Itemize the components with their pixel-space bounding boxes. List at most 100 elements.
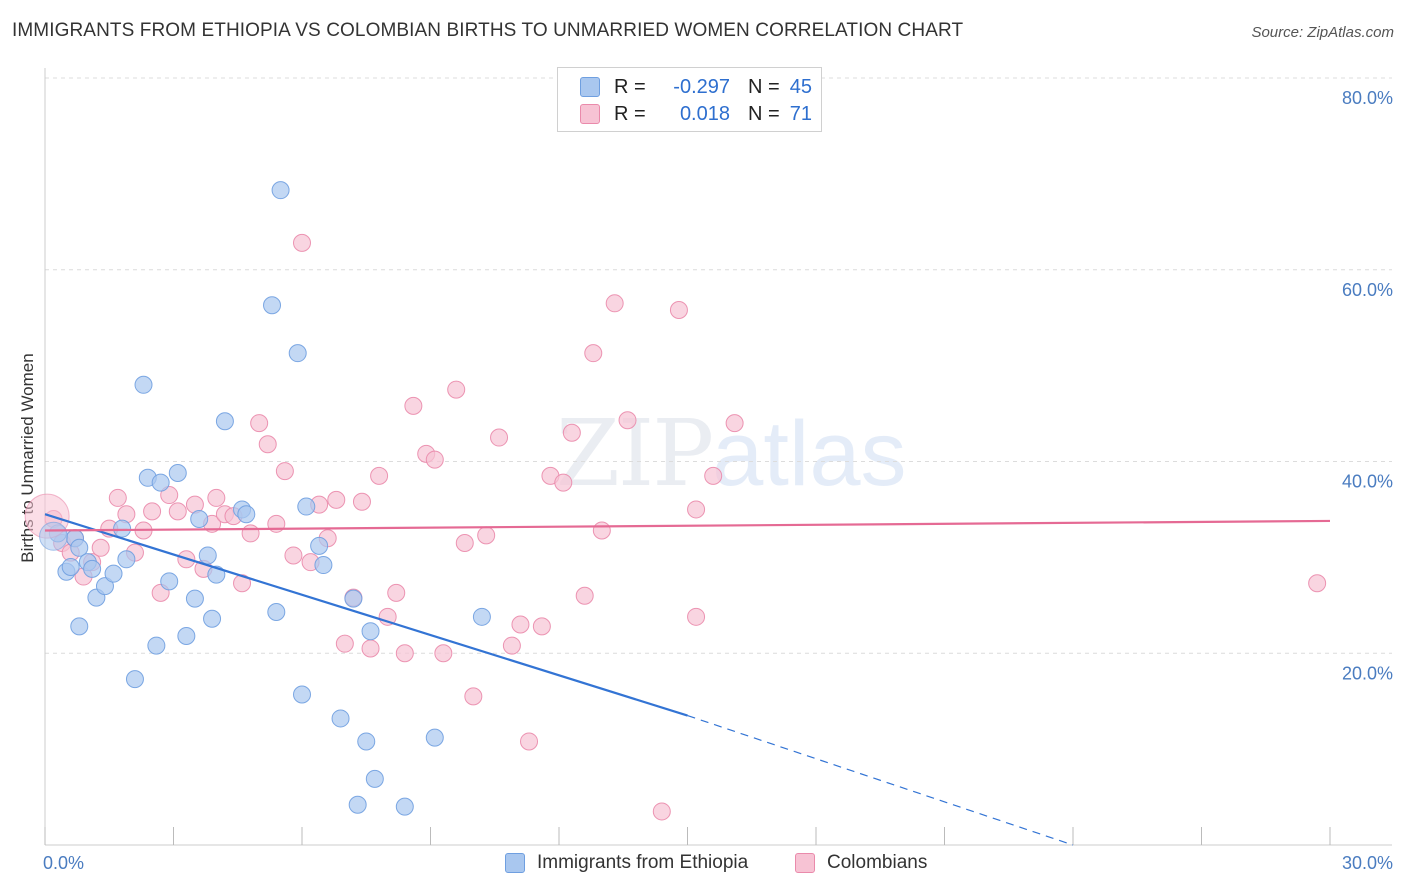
colombians-point	[725, 414, 744, 433]
legend-n-value: 71	[789, 102, 812, 125]
ethiopia-point	[357, 732, 376, 751]
ethiopia-point	[104, 564, 123, 583]
ethiopia-point	[263, 296, 282, 315]
trendlines	[44, 513, 1331, 846]
colombians-point	[477, 526, 496, 545]
colombians-point	[361, 639, 380, 658]
ethiopia-point	[314, 556, 333, 575]
y-tick-label: 40.0%	[1342, 472, 1393, 492]
ethiopia-point	[70, 538, 89, 557]
ethiopia-point	[70, 617, 89, 636]
y-tick-label: 60.0%	[1342, 280, 1393, 300]
colombians-trendline	[44, 519, 1331, 532]
data-points	[24, 181, 1327, 821]
colombians-point	[652, 802, 671, 821]
colombians-point	[554, 473, 573, 492]
colombians-point	[687, 500, 706, 519]
colombians-point	[284, 546, 303, 565]
x-tick-label: 30.0%	[1342, 853, 1393, 873]
ethiopia-point	[177, 626, 196, 645]
ethiopia-point	[395, 797, 414, 816]
series-legend-colombians[interactable]: Colombians	[795, 852, 927, 874]
colombians-point	[455, 533, 474, 552]
axes	[44, 68, 1392, 846]
colombians-point	[618, 411, 637, 430]
series-legend-ethiopia[interactable]: Immigrants from Ethiopia	[505, 852, 748, 874]
colombians-point	[233, 574, 252, 593]
colombians-point	[502, 636, 521, 655]
colombians-point	[562, 423, 581, 442]
ethiopia-point	[297, 497, 316, 516]
colombians-point	[490, 428, 509, 447]
legend-n-label: N =	[748, 75, 780, 98]
ethiopia-point	[95, 577, 114, 596]
ethiopia-point	[348, 795, 367, 814]
watermark-atlas: atlas	[712, 403, 907, 505]
ethiopia-point	[310, 536, 329, 555]
colombians-point	[669, 301, 688, 320]
colombians-point	[327, 490, 346, 509]
ethiopia-point	[61, 557, 80, 576]
colombians-point	[434, 644, 453, 663]
colombians-point	[293, 233, 311, 252]
colombians-point	[395, 644, 414, 663]
colombians-point	[387, 583, 406, 602]
colombians-point	[464, 687, 483, 706]
ethiopia-point	[425, 728, 444, 747]
legend-r-label: R =	[614, 102, 646, 125]
y-tick-label: 80.0%	[1342, 88, 1393, 108]
colombians-point	[687, 607, 706, 626]
ethiopia-point	[113, 519, 132, 538]
ethiopia-point	[237, 505, 256, 524]
series-label-ethiopia: Immigrants from Ethiopia	[537, 852, 749, 873]
ethiopia-point	[125, 670, 144, 689]
series-swatch-ethiopia	[505, 853, 525, 873]
colombians-point	[425, 450, 444, 469]
ethiopia-point	[151, 473, 170, 492]
ethiopia-point	[331, 709, 350, 728]
ethiopia-point	[185, 589, 204, 608]
gridlines	[45, 77, 1392, 654]
colombians-point	[447, 380, 466, 399]
ethiopia-point	[160, 572, 179, 591]
legend-r-value: -0.297	[673, 75, 730, 98]
colombians-point	[704, 466, 723, 485]
ethiopia-point	[198, 546, 217, 565]
series-swatch-colombians	[795, 853, 815, 873]
ethiopia-point	[190, 510, 209, 529]
legend-swatch-ethiopia	[580, 77, 600, 97]
ethiopia-trendline-extension	[687, 714, 1074, 846]
ethiopia-point	[83, 559, 102, 578]
colombians-point	[584, 344, 603, 363]
colombians-point	[532, 617, 551, 636]
colombians-point	[370, 466, 389, 485]
ethiopia-cluster-point	[39, 521, 69, 551]
ethiopia-point	[134, 375, 153, 394]
legend-row-colombians: R = 0.018 N = 71	[580, 101, 812, 127]
colombians-point	[143, 502, 162, 521]
ethiopia-point	[472, 607, 491, 626]
chart-title: IMMIGRANTS FROM ETHIOPIA VS COLOMBIAN BI…	[12, 20, 964, 41]
colombians-point	[258, 435, 277, 454]
tick-labels: 20.0% 40.0% 60.0% 80.0% 0.0% 30.0%	[43, 88, 1393, 873]
colombians-point	[592, 521, 611, 540]
correlation-legend: R = -0.297 N = 45 R = 0.018 N = 71	[557, 67, 822, 132]
colombians-point	[275, 462, 294, 481]
colombians-point	[511, 615, 530, 634]
legend-n-label: N =	[748, 102, 780, 125]
colombians-point	[352, 492, 371, 511]
ethiopia-trendline	[44, 513, 688, 717]
legend-row-ethiopia: R = -0.297 N = 45	[580, 74, 812, 100]
colombians-point	[207, 488, 226, 507]
series-label-colombians: Colombians	[827, 852, 928, 873]
colombians-point	[404, 396, 423, 415]
legend-swatch-colombians	[580, 104, 600, 124]
ethiopia-point	[288, 344, 307, 363]
series-legend: Immigrants from Ethiopia Colombians	[0, 852, 1406, 878]
colombians-point	[241, 524, 260, 543]
ethiopia-point	[215, 412, 234, 431]
ethiopia-point	[203, 609, 222, 628]
ethiopia-point	[271, 181, 290, 200]
ethiopia-point	[344, 589, 363, 608]
